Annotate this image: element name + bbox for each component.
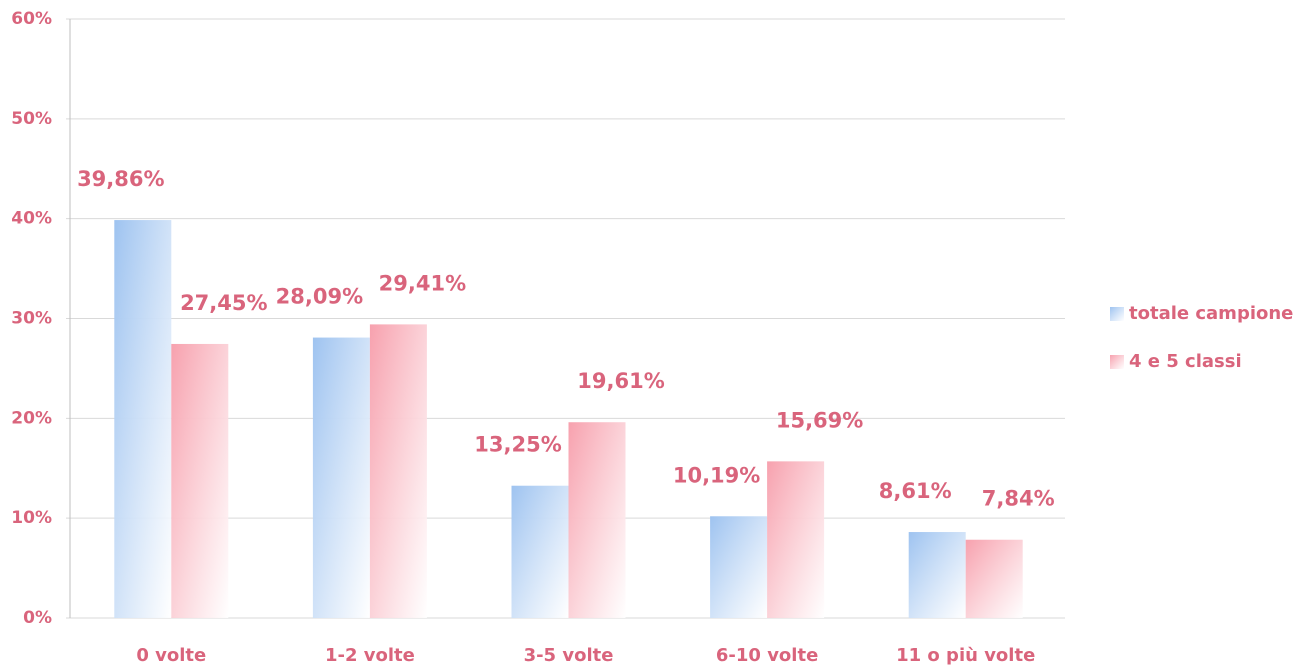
bar: [171, 343, 229, 618]
value-label: 13,25%: [474, 433, 561, 457]
legend-swatch: [1110, 355, 1124, 369]
bar: [114, 220, 172, 618]
value-label: 7,84%: [982, 487, 1055, 511]
bar: [767, 461, 825, 618]
legend-label: totale campione: [1129, 303, 1293, 324]
bar: [568, 422, 626, 618]
bar: [369, 324, 427, 618]
value-label: 29,41%: [379, 271, 466, 295]
y-tick-label: 50%: [11, 109, 52, 129]
value-label: 27,45%: [180, 291, 267, 315]
x-tick-label: 6-10 volte: [716, 645, 818, 666]
x-tick-label: 0 volte: [136, 645, 206, 666]
legend-label: 4 e 5 classi: [1129, 351, 1242, 372]
x-tick-label: 3-5 volte: [524, 645, 614, 666]
value-label: 10,19%: [673, 463, 760, 487]
value-label: 15,69%: [776, 408, 863, 432]
y-tick-label: 40%: [11, 209, 52, 229]
y-tick-label: 30%: [11, 309, 52, 329]
x-tick-label: 1-2 volte: [325, 645, 415, 666]
bar: [965, 539, 1023, 618]
legend-swatch: [1110, 307, 1124, 321]
y-tick-label: 60%: [11, 9, 52, 29]
y-tick-label: 10%: [11, 508, 52, 528]
bar: [312, 337, 370, 618]
bar: [710, 516, 768, 618]
y-tick-label: 0%: [23, 608, 52, 628]
bar: [511, 485, 569, 618]
y-tick-label: 20%: [11, 408, 52, 428]
value-label: 8,61%: [879, 479, 952, 503]
value-label: 39,86%: [77, 167, 164, 191]
bar: [908, 532, 966, 618]
x-tick-label: 11 o più volte: [896, 645, 1035, 666]
value-label: 19,61%: [577, 369, 664, 393]
value-label: 28,09%: [276, 285, 363, 309]
